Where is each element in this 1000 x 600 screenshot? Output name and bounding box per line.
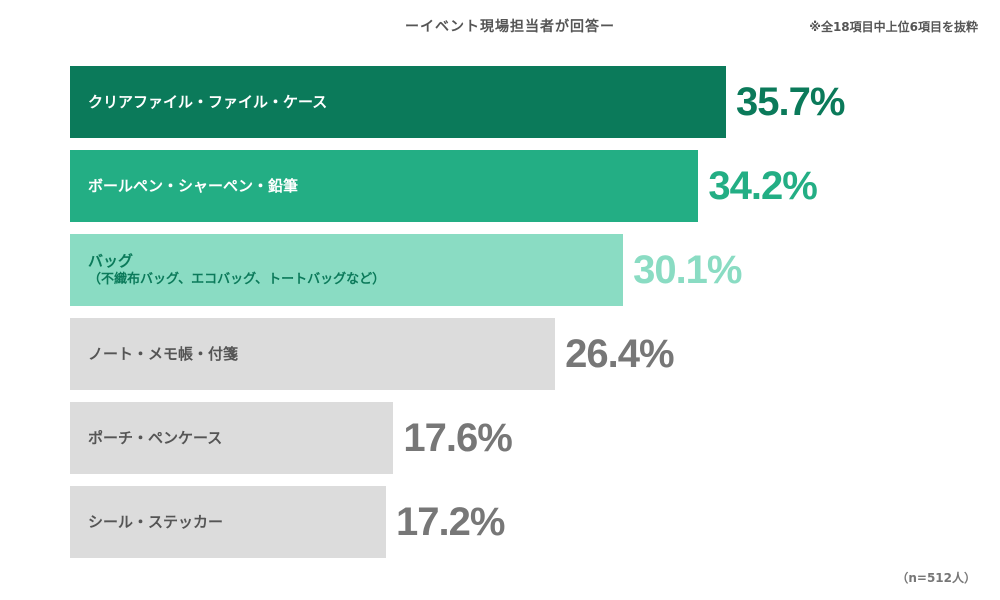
bar-value-label: 30.1% [633,247,742,292]
bar: ポーチ・ペンケース [70,402,394,474]
bar-category-label: ボールペン・シャーペン・鉛筆 [88,176,299,195]
bar-category-label: シール・ステッカー [88,512,224,531]
bar-category-label: ポーチ・ペンケース [88,428,223,447]
sample-size-note: （n=512人） [896,571,976,585]
bar: ボールペン・シャーペン・鉛筆 [70,150,699,222]
bar-category-label: バッグ [88,252,134,271]
bar: ノート・メモ帳・付箋 [70,318,556,390]
bar-value-label: 17.2% [396,499,505,544]
chart-subtitle: ーイベント現場担当者が回答ー [405,19,615,35]
bar-value-label: 26.4% [565,331,674,376]
chart-note: ※全18項目中上位6項目を抜粋 [809,20,978,34]
bar-category-label: クリアファイル・ファイル・ケース [88,92,328,111]
bar-value-label: 17.6% [403,415,512,460]
bar: バッグ （不織布バッグ、エコバッグ、トートバッグなど） [70,234,624,306]
bar-category-label: ノート・メモ帳・付箋 [88,344,239,363]
bar: シール・ステッカー [70,486,387,558]
bar: クリアファイル・ファイル・ケース [70,66,726,138]
bar-value-label: 34.2% [708,163,817,208]
bar-value-label: 35.7% [735,79,845,124]
bar-category-sublabel: （不織布バッグ、エコバッグ、トートバッグなど） [88,272,386,288]
